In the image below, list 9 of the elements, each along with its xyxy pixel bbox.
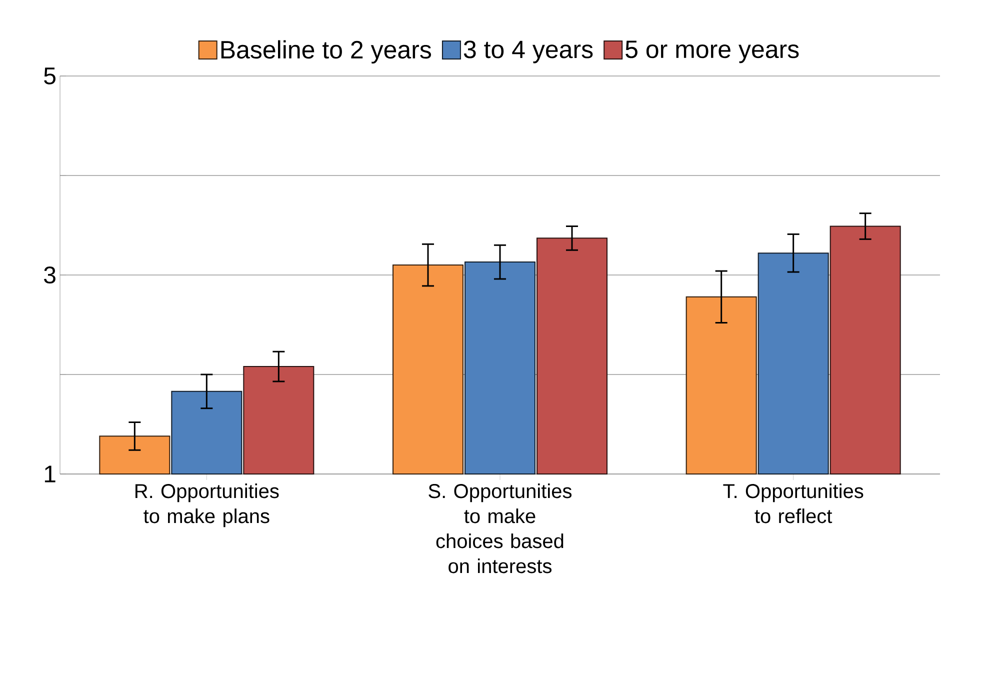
y-tick-label: 3 <box>44 266 56 284</box>
x-tick-label: S. Opportunities to make choices based on interests <box>428 484 572 574</box>
x-tick-label: T. Opportunities to reflect <box>723 484 864 524</box>
y-tick-label: 1 <box>44 466 56 482</box>
legend-label: Baseline to 2 years <box>221 40 432 64</box>
legend-label: 5 or more years <box>626 40 799 64</box>
legend-label: 3 to 4 years <box>464 40 593 64</box>
x-tick-label: R. Opportunities to make plans <box>136 484 279 528</box>
y-tick-label: 5 <box>44 68 56 84</box>
